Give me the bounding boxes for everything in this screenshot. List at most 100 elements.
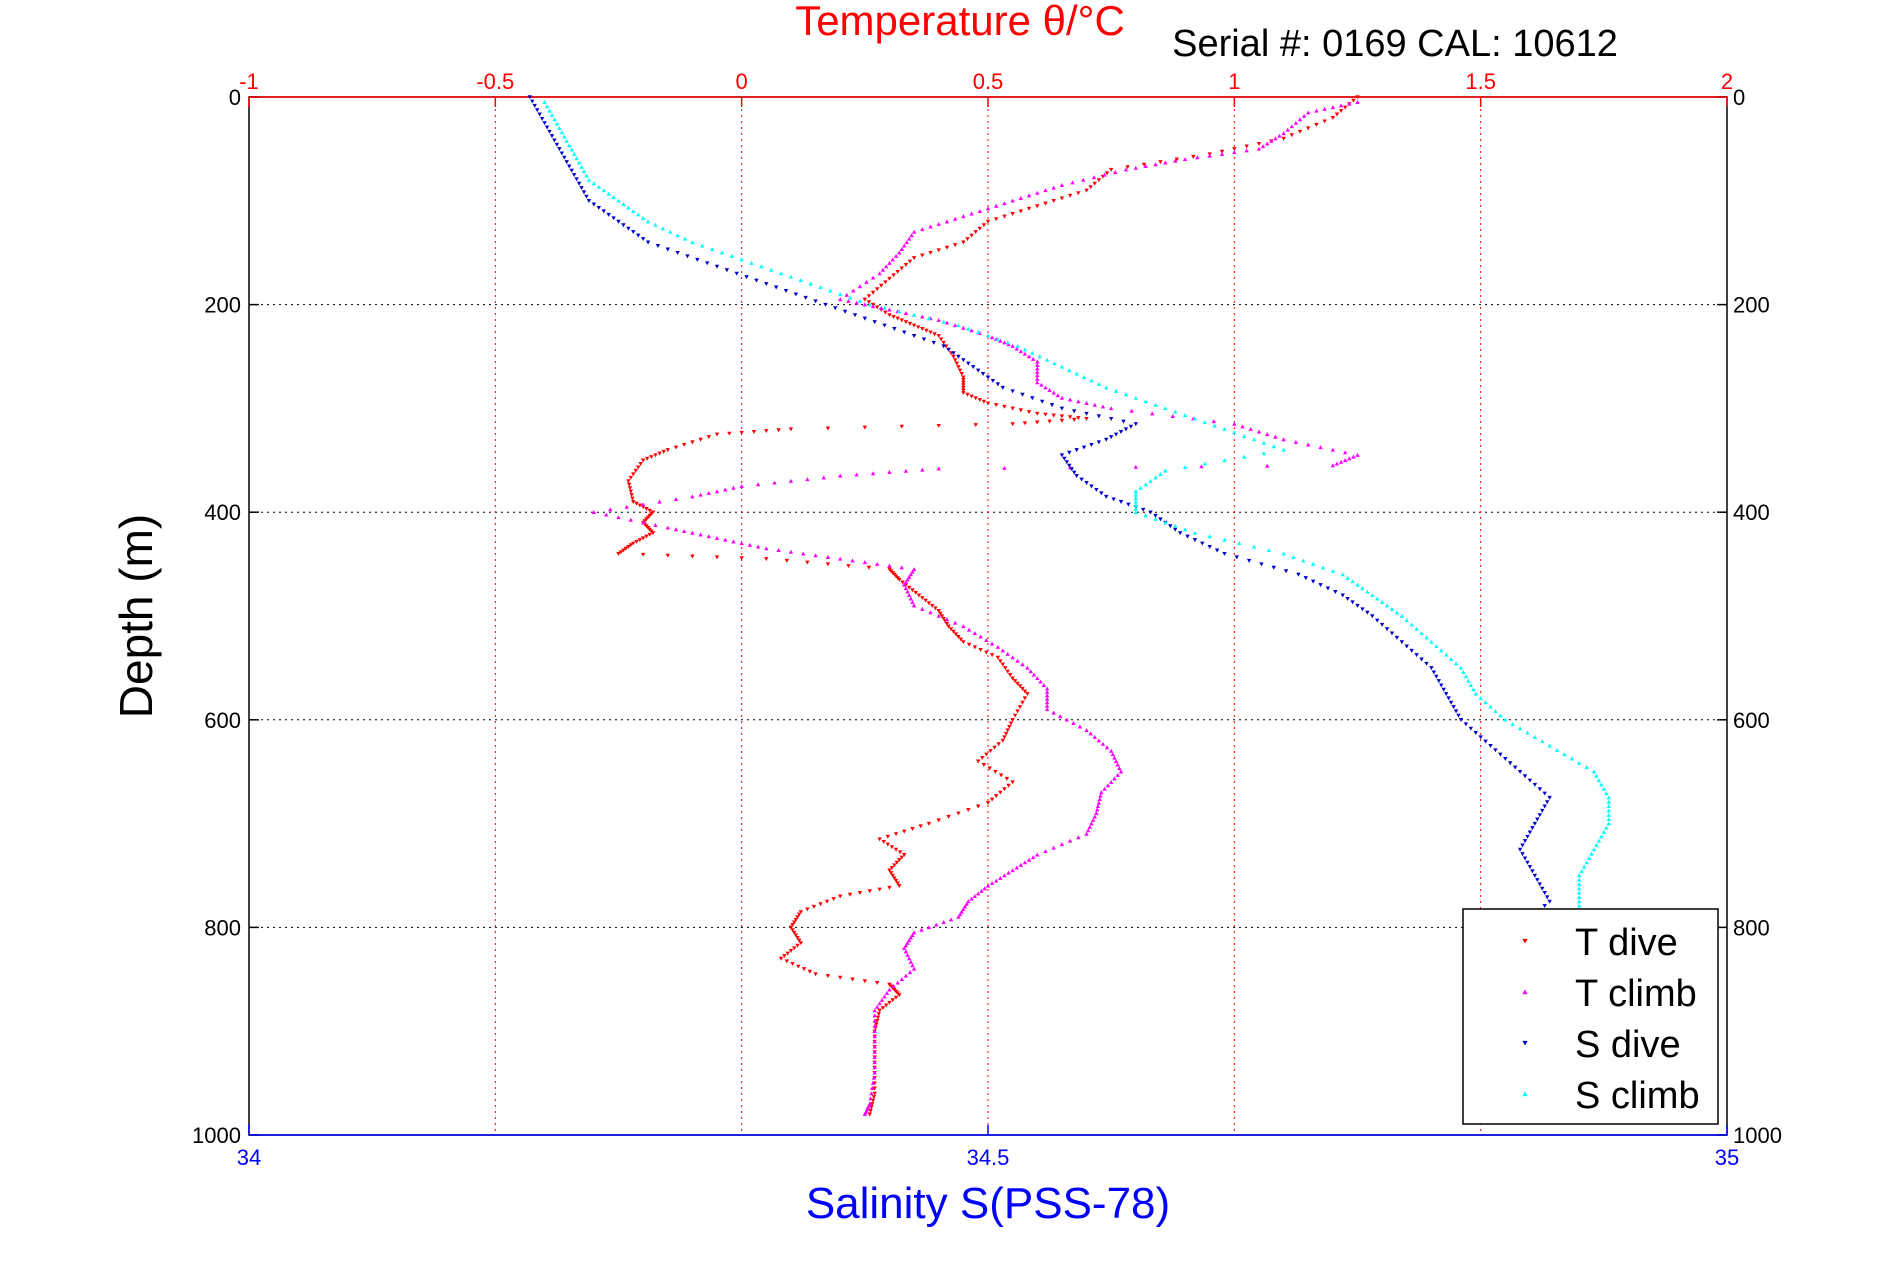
data-point [1170, 413, 1175, 418]
y-left-tick-label: 200 [204, 293, 241, 318]
data-point [1104, 494, 1109, 499]
data-point [1118, 429, 1124, 434]
data-point [1303, 576, 1308, 581]
data-point [792, 930, 797, 935]
data-point [956, 323, 961, 328]
data-point [1044, 689, 1050, 694]
data-point [690, 554, 695, 559]
data-point [1589, 851, 1594, 856]
data-point [601, 209, 606, 214]
data-point [905, 577, 910, 582]
data-point [998, 875, 1003, 880]
legend-marker [1522, 1091, 1528, 1097]
data-point [637, 538, 643, 543]
data-point [603, 512, 609, 517]
data-point [994, 203, 999, 208]
data-point [1577, 899, 1582, 904]
data-point [1000, 738, 1005, 743]
data-point [906, 585, 912, 590]
data-point [821, 475, 826, 480]
data-point [887, 313, 892, 318]
data-point [1318, 445, 1323, 450]
data-point [1158, 517, 1163, 522]
data-point [881, 840, 886, 844]
data-point [891, 984, 896, 988]
data-point [951, 629, 956, 634]
data-point [897, 250, 902, 255]
data-point [1044, 693, 1050, 698]
data-point [1005, 728, 1010, 733]
data-point [547, 129, 552, 134]
data-point [975, 891, 981, 896]
data-point [611, 195, 616, 200]
data-point [640, 502, 646, 507]
data-point [1466, 678, 1471, 683]
data-point [1044, 707, 1050, 712]
data-point [1419, 657, 1424, 662]
data-point [944, 245, 950, 250]
data-point [903, 949, 909, 954]
data-point [1256, 429, 1262, 434]
data-point [961, 385, 966, 390]
data-point [1003, 731, 1009, 736]
data-point [1125, 165, 1130, 170]
data-point [1007, 673, 1013, 678]
data-point [1035, 420, 1040, 425]
data-point [1007, 724, 1012, 729]
data-point [958, 637, 964, 642]
data-point [895, 980, 900, 985]
data-point [977, 397, 982, 402]
data-point [1133, 496, 1138, 501]
data-point [1606, 804, 1611, 809]
data-point [1035, 852, 1040, 857]
data-point [887, 987, 892, 992]
data-point [1026, 857, 1032, 862]
data-point [628, 517, 634, 522]
data-point [1059, 414, 1065, 419]
data-point [988, 749, 993, 754]
data-point [874, 1004, 880, 1009]
data-point [969, 211, 974, 216]
data-point [966, 808, 971, 812]
x-top-tick-label: 1 [1228, 69, 1240, 94]
data-point [574, 156, 579, 161]
data-point [1014, 865, 1019, 870]
data-point [1163, 406, 1168, 411]
data-point [911, 603, 917, 608]
data-point [975, 368, 981, 373]
data-point [985, 333, 991, 338]
data-point [1355, 99, 1360, 104]
data-point [1035, 369, 1040, 374]
data-point [998, 338, 1003, 343]
data-point [876, 1012, 881, 1017]
y-right-tick-label: 600 [1733, 708, 1770, 733]
data-point [952, 323, 958, 328]
data-point [1322, 106, 1327, 111]
data-point [1384, 603, 1390, 608]
data-point [1306, 442, 1311, 447]
data-point [631, 230, 636, 235]
data-point [698, 437, 703, 442]
data-point [1478, 735, 1483, 740]
legend-label: T dive [1575, 922, 1678, 964]
data-point [977, 208, 982, 213]
y-right-tick-label: 400 [1733, 500, 1770, 525]
data-point [948, 917, 954, 922]
data-point [872, 1070, 877, 1075]
data-point [1379, 599, 1385, 604]
data-point [1076, 416, 1081, 421]
data-point [1035, 366, 1040, 371]
x-top-tick-label: 0 [736, 69, 748, 94]
data-point [1084, 411, 1089, 416]
data-point [1002, 465, 1007, 470]
data-point [645, 240, 651, 245]
data-point [1035, 380, 1040, 385]
data-point [1010, 212, 1015, 216]
data-point [1594, 773, 1599, 778]
data-point [1043, 412, 1048, 417]
data-point [1059, 418, 1065, 423]
data-point [660, 226, 666, 231]
data-point [877, 271, 882, 276]
data-point [973, 423, 978, 428]
